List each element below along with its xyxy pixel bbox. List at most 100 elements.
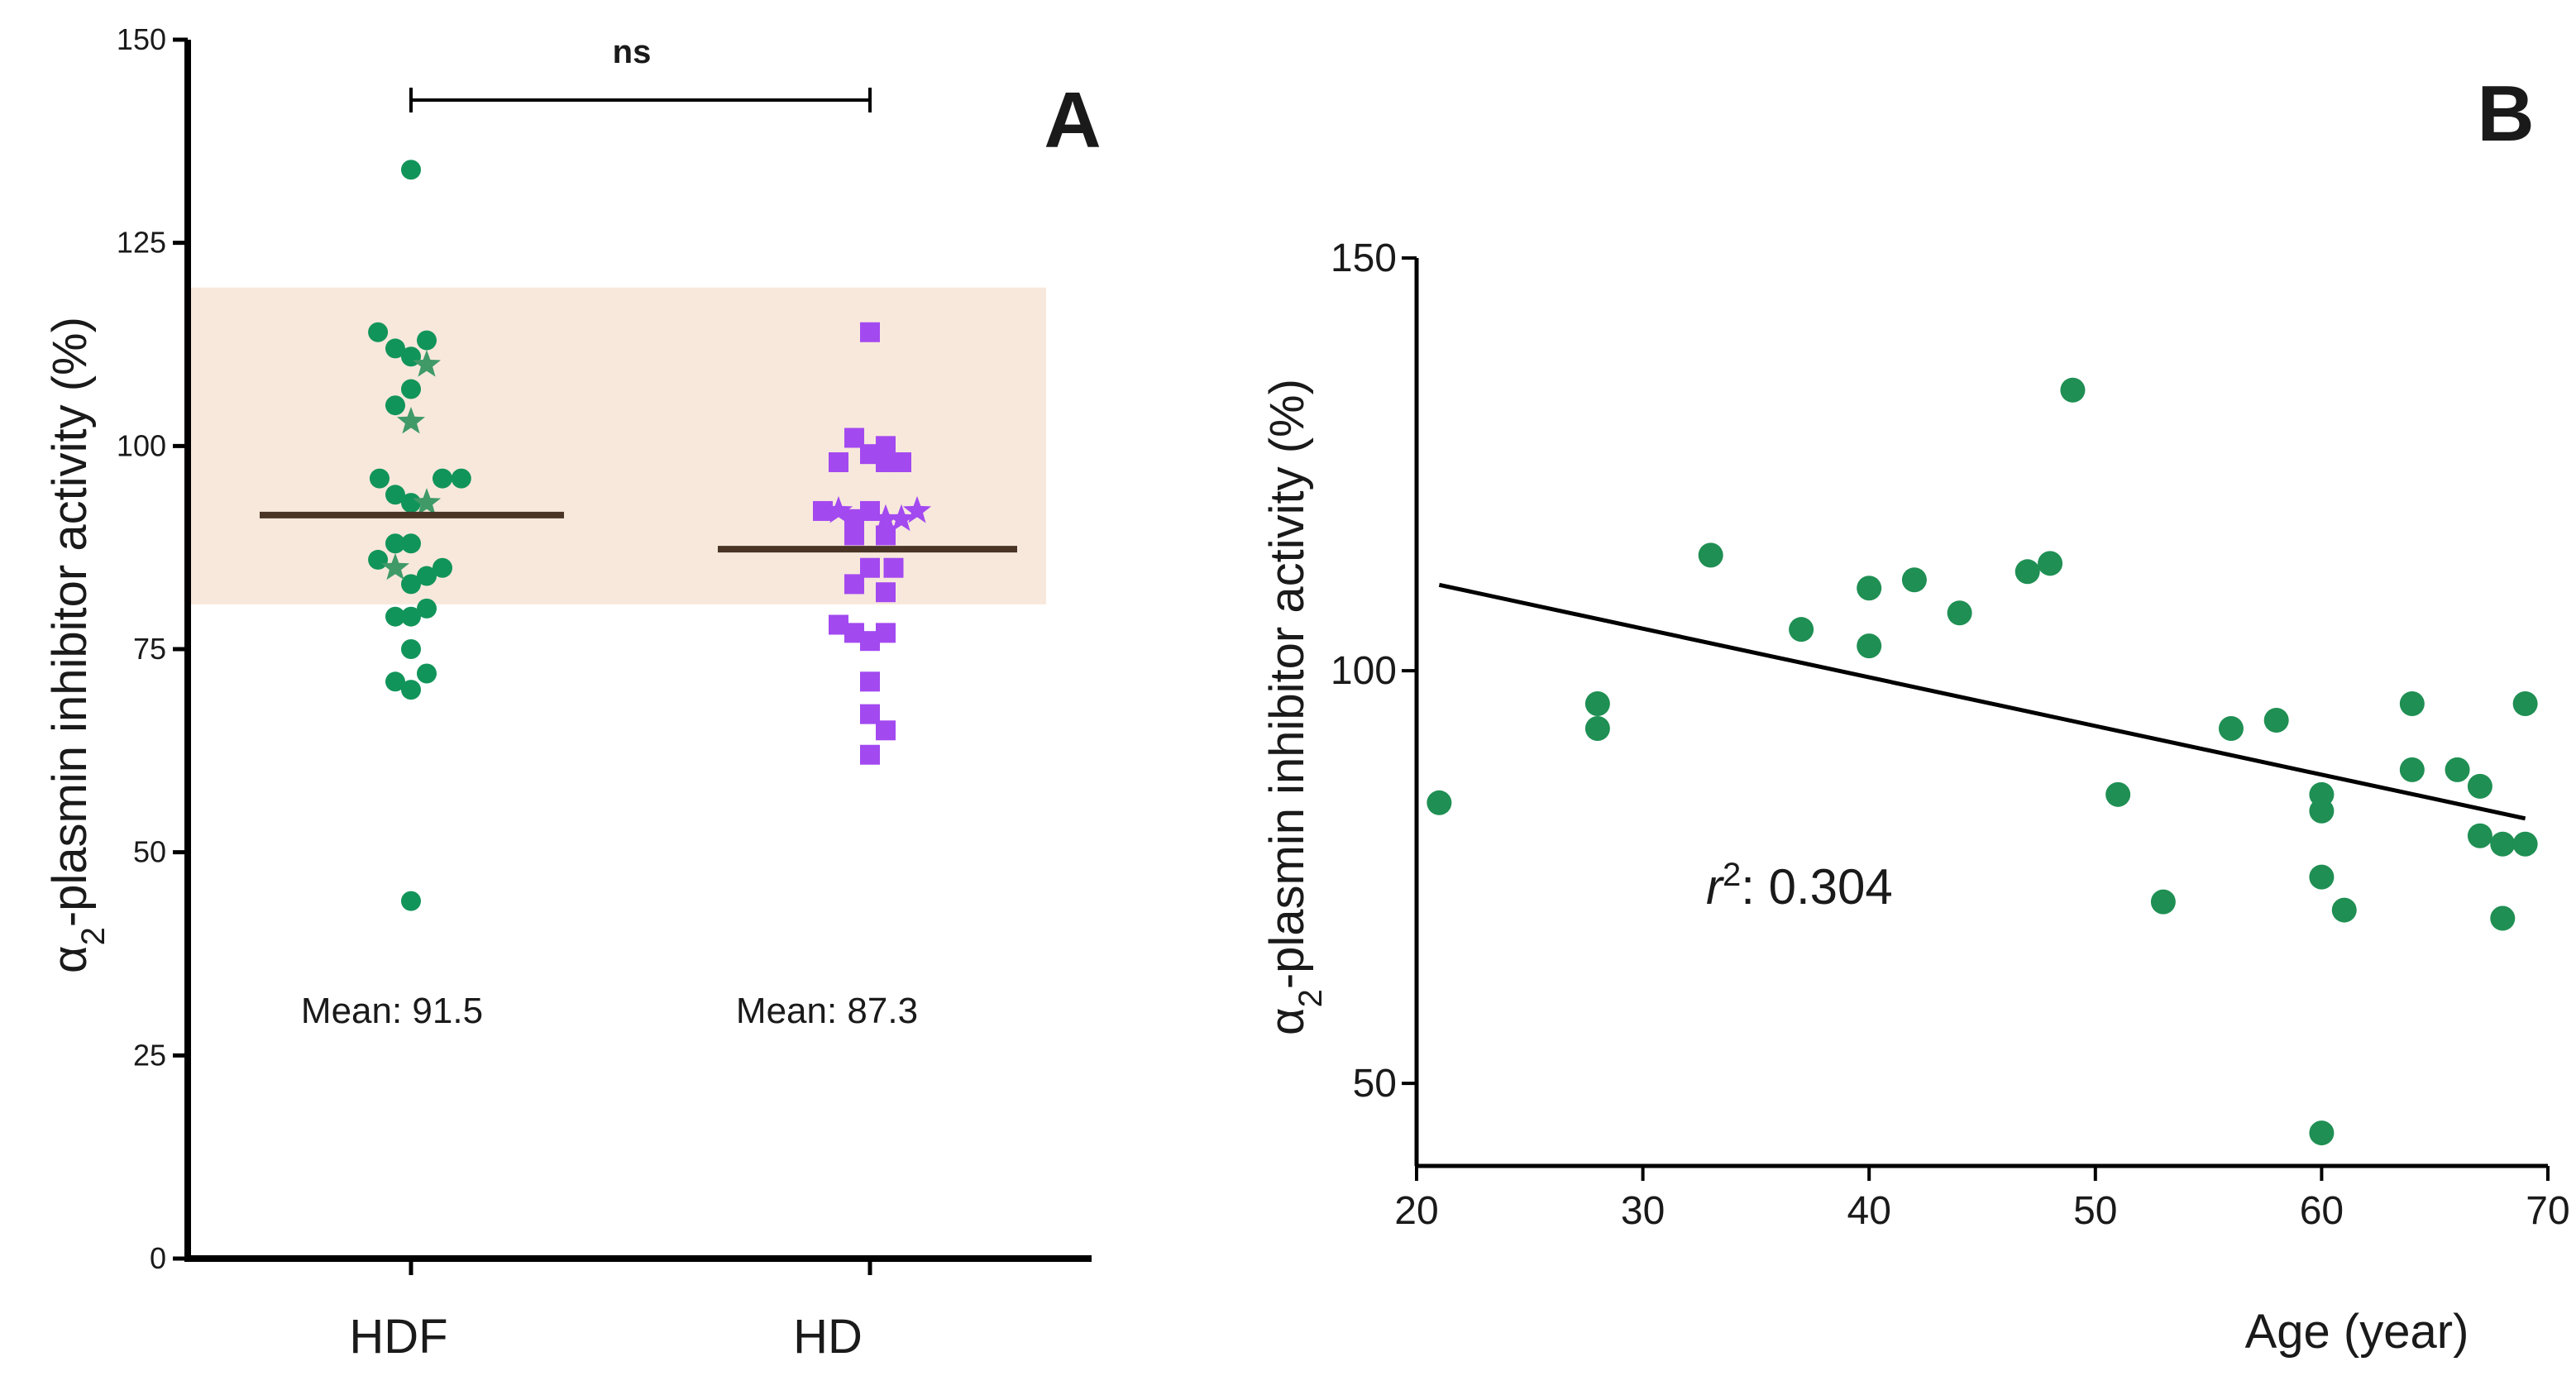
- significance-label: ns: [613, 34, 652, 70]
- hd-data-point: [860, 671, 880, 692]
- scatter-point: [1789, 617, 1814, 643]
- scatter-point: [2467, 773, 2492, 799]
- x-tick-label: 50: [2073, 1189, 2117, 1233]
- hd-star-point: [871, 504, 901, 532]
- panel-a-chart: 0 25 50 75 100 125 150 ns Mean: 91.5 Mean: 87.…: [43, 22, 1102, 1364]
- reference-range-band: [190, 287, 1046, 604]
- x-tick-label: 30: [1621, 1189, 1665, 1233]
- x-category-label-hd: HD: [793, 1310, 863, 1364]
- hdf-data-point: [433, 468, 452, 489]
- x-category-label-hdf: HDF: [349, 1310, 447, 1364]
- scatter-point: [2060, 377, 2086, 403]
- scatter-point: [2038, 551, 2063, 576]
- hd-data-point: [860, 744, 880, 765]
- scatter-point: [1857, 576, 1882, 601]
- y-tick-label: 100: [117, 428, 166, 462]
- panel-a-mean-lines: [260, 511, 1017, 553]
- significance-bracket: ns: [409, 34, 872, 112]
- scatter-point: [2263, 707, 2289, 733]
- scatter-point: [1584, 691, 1610, 717]
- hdf-data-point: [401, 379, 421, 399]
- hdf-data-point: [401, 160, 421, 180]
- y-tick-label: 125: [117, 226, 166, 260]
- hdf-data-point: [401, 574, 421, 595]
- hdf-data-point: [401, 493, 421, 514]
- scatter-point: [2331, 897, 2357, 923]
- hd-data-point: [876, 623, 896, 643]
- x-tick-label: 20: [1394, 1189, 1438, 1233]
- panel-a-y-ticks: 0 25 50 75 100 125 150: [117, 22, 872, 1275]
- panel-a-y-axis-title: α2-plasmin inhibitor activity (%): [43, 317, 112, 973]
- y-tick-label: 25: [133, 1038, 166, 1072]
- y-tick-label: 75: [133, 632, 166, 666]
- hd-star-point: [902, 495, 932, 523]
- hdf-data-point: [385, 395, 405, 416]
- y-tick-label: 150: [1331, 236, 1397, 280]
- y-tick-label: 50: [133, 835, 166, 869]
- hdf-data-point: [417, 330, 437, 351]
- scatter-point: [2512, 691, 2538, 717]
- scatter-point: [2399, 691, 2425, 717]
- scatter-point: [2014, 559, 2040, 585]
- scatter-point: [2490, 831, 2516, 857]
- hdf-data-point: [368, 322, 389, 342]
- hdf-data-point: [417, 566, 437, 586]
- hdf-star-point: [380, 552, 410, 580]
- hdf-data-point: [433, 557, 452, 578]
- y-tick-label: 50: [1353, 1062, 1397, 1106]
- scatter-point: [2150, 889, 2176, 915]
- hdf-data-point: [385, 533, 405, 554]
- scatter-point: [1857, 633, 1882, 659]
- hd-star-point: [824, 495, 853, 523]
- hdf-data-point: [385, 671, 405, 692]
- hdf-data-point: [417, 598, 437, 619]
- x-tick-label: 40: [1847, 1189, 1891, 1233]
- y-tick-label: 100: [1331, 649, 1397, 693]
- regression-line: [1438, 582, 2526, 821]
- hdf-data-point: [401, 639, 421, 659]
- scatter-point: [2218, 715, 2244, 741]
- x-tick-label: 60: [2300, 1189, 2344, 1233]
- panel-b-data-points: [1427, 377, 2538, 1146]
- hd-data-point: [876, 720, 896, 741]
- scatter-point: [2467, 823, 2492, 848]
- panel-b-ticks: 50 100 150 20 30 40 50 60 70: [1331, 236, 2570, 1233]
- hd-star-point: [887, 504, 916, 532]
- hdf-data-point: [385, 485, 405, 505]
- hdf-data-point: [368, 549, 389, 570]
- hd-data-point: [860, 557, 880, 578]
- panel-label-b: B: [2477, 69, 2534, 158]
- hdf-data-point: [385, 338, 405, 359]
- scatter-point: [2490, 905, 2516, 931]
- scatter-point: [2512, 831, 2538, 857]
- scatter-point: [1427, 790, 1452, 815]
- hd-data-point: [876, 582, 896, 603]
- hdf-data-point: [451, 468, 471, 489]
- r-squared-annotation: r2: 0.304: [1706, 857, 1893, 915]
- hd-data-point: [813, 500, 833, 521]
- hdf-data-point: [401, 533, 421, 554]
- hdf-star-point: [412, 350, 442, 377]
- hdf-data-point: [417, 663, 437, 684]
- hdf-data-point: [401, 606, 421, 627]
- hd-mean-label: Mean: 87.3: [736, 991, 918, 1031]
- panel-label-a: A: [1044, 76, 1101, 165]
- hd-data-point: [829, 451, 848, 472]
- scatter-point: [1947, 600, 1972, 626]
- x-tick-label: 70: [2526, 1189, 2569, 1233]
- panel-a-data-points: [368, 160, 932, 911]
- panel-b-y-axis-title: α2-plasmin inhibitor activity (%): [1260, 379, 1329, 1035]
- scatter-point: [2309, 1120, 2335, 1146]
- scatter-point: [2309, 798, 2335, 824]
- hd-data-point: [860, 322, 880, 342]
- scatter-point: [1584, 715, 1610, 741]
- scatter-point: [2445, 757, 2470, 782]
- y-tick-label: 150: [117, 22, 166, 56]
- hdf-star-point: [412, 488, 442, 515]
- scatter-point: [2399, 757, 2425, 782]
- hdf-mean-label: Mean: 91.5: [301, 991, 483, 1031]
- hdf-data-point: [401, 891, 421, 911]
- panel-b-chart: 50 100 150 20 30 40 50 60 70 r2: 0.304 Age (year…: [1260, 69, 2570, 1359]
- scatter-point: [2309, 864, 2335, 890]
